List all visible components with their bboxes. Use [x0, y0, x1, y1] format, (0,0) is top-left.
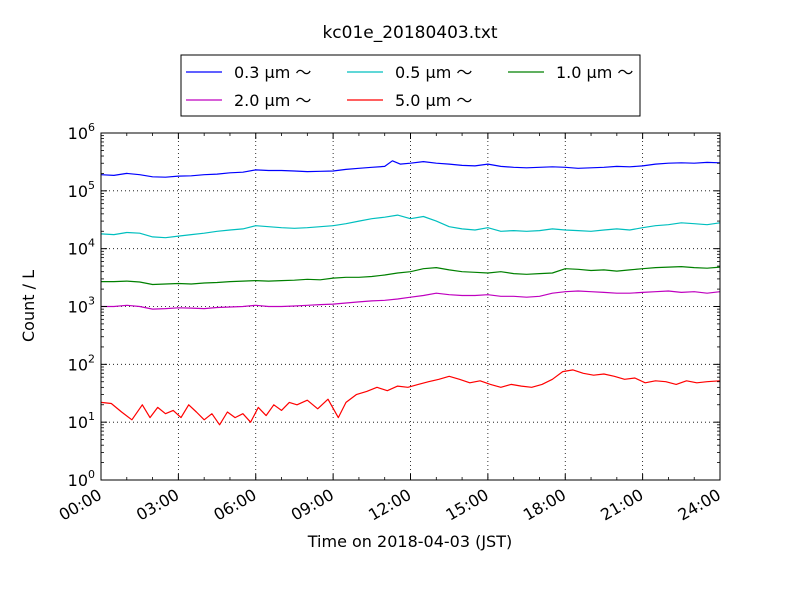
legend-label-2: 1.0 μm ～ [556, 63, 633, 82]
series-line-2 [101, 266, 721, 286]
y-tick-base: 10 [68, 298, 88, 317]
x-axis-label: Time on 2018-04-03 (JST) [307, 532, 512, 551]
legend-label-4: 5.0 μm ～ [395, 91, 472, 110]
plot-frame-bg [101, 133, 720, 480]
series-line-3 [101, 290, 721, 310]
y-tick-label: 100 [68, 468, 95, 490]
axis-ticks [100, 132, 721, 481]
legend-label-3: 2.0 μm ～ [234, 91, 311, 110]
series-line-0 [100, 160, 721, 178]
y-tick-exponent: 3 [88, 295, 95, 308]
y-tick-label: 102 [68, 352, 95, 374]
y-tick-label: 105 [68, 179, 95, 201]
legend-label-1: 0.5 μm ～ [395, 63, 472, 82]
y-tick-base: 10 [68, 355, 88, 374]
plot-area [100, 132, 721, 481]
series-line-4 [100, 369, 721, 426]
y-tick-base: 10 [68, 240, 88, 259]
y-tick-exponent: 2 [88, 352, 95, 365]
y-tick-base: 10 [68, 182, 88, 201]
y-tick-base: 10 [68, 413, 88, 432]
series-line-1 [100, 214, 721, 239]
y-tick-exponent: 4 [88, 237, 95, 250]
y-tick-label: 103 [68, 295, 95, 317]
y-tick-exponent: 0 [88, 468, 95, 481]
legend-label-0: 0.3 μm ～ [234, 63, 311, 82]
y-tick-label: 101 [68, 410, 95, 432]
y-tick-exponent: 6 [88, 121, 95, 134]
y-tick-base: 10 [68, 471, 88, 490]
chart-title: kc01e_20180403.txt [322, 23, 497, 43]
y-tick-label: 104 [68, 237, 95, 259]
legend-items: 0.3 μm ～ 0.5 μm ～ 1.0 μm ～ 2.0 μm ～ 5.0 μm ～ [186, 63, 633, 110]
legend: 0.3 μm ～ 0.5 μm ～ 1.0 μm ～ 2.0 μm ～ 5.0 μm ～ [180, 54, 641, 117]
series-lines [100, 160, 721, 426]
y-axis-label: Count / L [19, 270, 38, 342]
y-tick-exponent: 1 [88, 410, 95, 423]
y-tick-exponent: 5 [88, 179, 95, 192]
legend-box [180, 54, 641, 117]
y-tick-label: 106 [68, 121, 95, 143]
y-tick-base: 10 [68, 124, 88, 143]
